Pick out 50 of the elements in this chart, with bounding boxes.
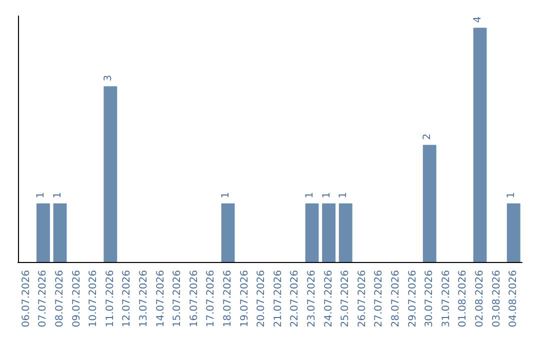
data-label: 1 <box>321 192 332 198</box>
data-label: 1 <box>36 192 47 198</box>
bar <box>422 144 436 262</box>
data-label: 1 <box>304 192 316 198</box>
data-label: 1 <box>506 192 518 198</box>
x-tick-label: 02.08.2026 <box>474 270 486 328</box>
x-tick-label: 23.07.2026 <box>306 270 318 328</box>
x-tick-label: 30.07.2026 <box>424 270 436 328</box>
x-tick-label: 01.08.2026 <box>458 270 469 328</box>
x-tick-label: 31.07.2026 <box>440 270 452 328</box>
x-tick-label: 04.08.2026 <box>508 270 520 328</box>
data-label: 2 <box>422 133 434 140</box>
x-tick-label: 21.07.2026 <box>272 270 284 328</box>
x-tick-label: 13.07.2026 <box>138 270 150 328</box>
x-tick-label: 18.07.2026 <box>222 270 234 328</box>
bar <box>36 203 50 262</box>
x-tick-label: 17.07.2026 <box>206 270 217 328</box>
x-tick-label: 27.07.2026 <box>374 270 385 328</box>
x-tick-label: 26.07.2026 <box>356 270 368 328</box>
x-tick-label: 24.07.2026 <box>323 270 334 328</box>
bar <box>473 28 487 262</box>
bar <box>53 203 67 262</box>
data-label: 4 <box>472 16 484 23</box>
x-tick-label: 14.07.2026 <box>155 270 166 328</box>
bar <box>104 86 118 262</box>
x-tick-label: 10.07.2026 <box>88 270 100 328</box>
data-label: 1 <box>338 192 350 198</box>
x-tick-label: 06.07.2026 <box>20 270 32 328</box>
x-tick-label: 12.07.2026 <box>122 270 133 328</box>
x-tick-label: 03.08.2026 <box>491 270 502 328</box>
x-tick-label: 15.07.2026 <box>172 270 184 328</box>
x-tick-label: 16.07.2026 <box>188 270 200 328</box>
x-tick-label: 25.07.2026 <box>340 270 352 328</box>
bar <box>322 203 336 262</box>
bar <box>305 203 319 262</box>
data-label: 3 <box>102 74 114 82</box>
x-tick-label: 20.07.2026 <box>256 270 268 328</box>
bar <box>506 203 520 262</box>
data-label: 1 <box>52 192 64 198</box>
x-tick-label: 22.07.2026 <box>290 270 301 328</box>
data-label: 1 <box>220 192 232 198</box>
x-tick-label: 28.07.2026 <box>390 270 402 328</box>
x-tick-label: 11.07.2026 <box>104 270 116 328</box>
x-tick-label: 19.07.2026 <box>239 270 250 328</box>
bar <box>338 203 352 262</box>
x-tick-label: 09.07.2026 <box>71 270 82 328</box>
x-tick-label: 08.07.2026 <box>54 270 66 328</box>
bar <box>221 203 235 262</box>
x-tick-label: 29.07.2026 <box>407 270 418 328</box>
x-tick-label: 07.07.2026 <box>38 270 49 328</box>
